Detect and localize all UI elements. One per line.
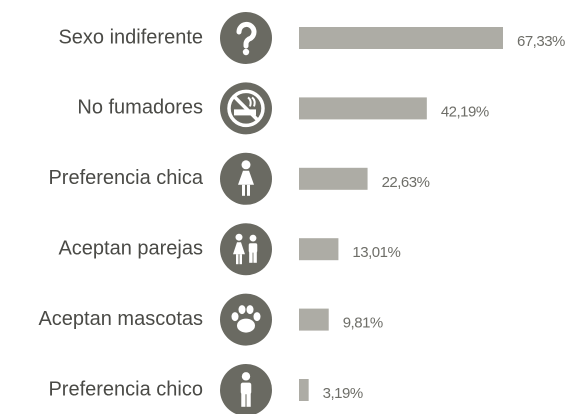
icon-part	[241, 393, 246, 407]
value-label: 42,19%	[441, 103, 489, 120]
icon-part	[253, 312, 261, 322]
icon-part	[238, 305, 246, 315]
icon	[236, 21, 257, 56]
icon-part	[241, 372, 251, 381]
bar	[299, 238, 339, 261]
bar	[299, 167, 368, 190]
icon-part	[246, 393, 251, 407]
icon-part	[240, 382, 252, 395]
icon	[240, 372, 252, 407]
value-label: 13,01%	[352, 244, 400, 261]
bar	[299, 97, 427, 120]
icon	[238, 160, 254, 196]
icon-part	[233, 242, 245, 255]
icon-part	[234, 109, 256, 116]
icon-part	[235, 233, 243, 241]
icon-part	[247, 96, 256, 107]
icon-part	[236, 21, 257, 49]
icon	[233, 233, 258, 265]
icon-part	[242, 48, 250, 56]
icon-part	[232, 95, 260, 122]
icon-part	[237, 318, 255, 333]
icon	[227, 89, 265, 128]
icon-background	[220, 223, 272, 276]
icon-part	[239, 254, 242, 265]
category-label: Sexo indiferente	[58, 26, 203, 48]
icon-part	[236, 254, 239, 265]
category-label: Aceptan mascotas	[38, 308, 203, 330]
category-label: Preferencia chico	[48, 378, 203, 400]
icon-part	[238, 170, 254, 185]
category-label: Aceptan parejas	[58, 237, 203, 259]
value-label: 3,19%	[323, 385, 363, 402]
icon-part	[242, 184, 245, 196]
category-label: No fumadores	[77, 97, 203, 119]
bar	[299, 379, 309, 401]
icon-part	[227, 89, 265, 128]
icon-part	[246, 305, 254, 315]
category-label: Preferencia chica	[48, 167, 203, 189]
bar	[299, 308, 329, 331]
icon-part	[241, 160, 251, 170]
icon-part	[249, 234, 257, 242]
icon-part	[248, 243, 258, 253]
icon-part	[247, 184, 250, 196]
icon-part	[231, 312, 239, 322]
icon-background	[220, 12, 272, 64]
value-label: 67,33%	[517, 33, 565, 50]
icon-part	[253, 251, 257, 263]
value-label: 9,81%	[343, 315, 383, 332]
bar	[299, 27, 503, 49]
icon	[231, 305, 261, 333]
icon-part	[249, 251, 253, 263]
value-label: 22,63%	[382, 174, 430, 191]
